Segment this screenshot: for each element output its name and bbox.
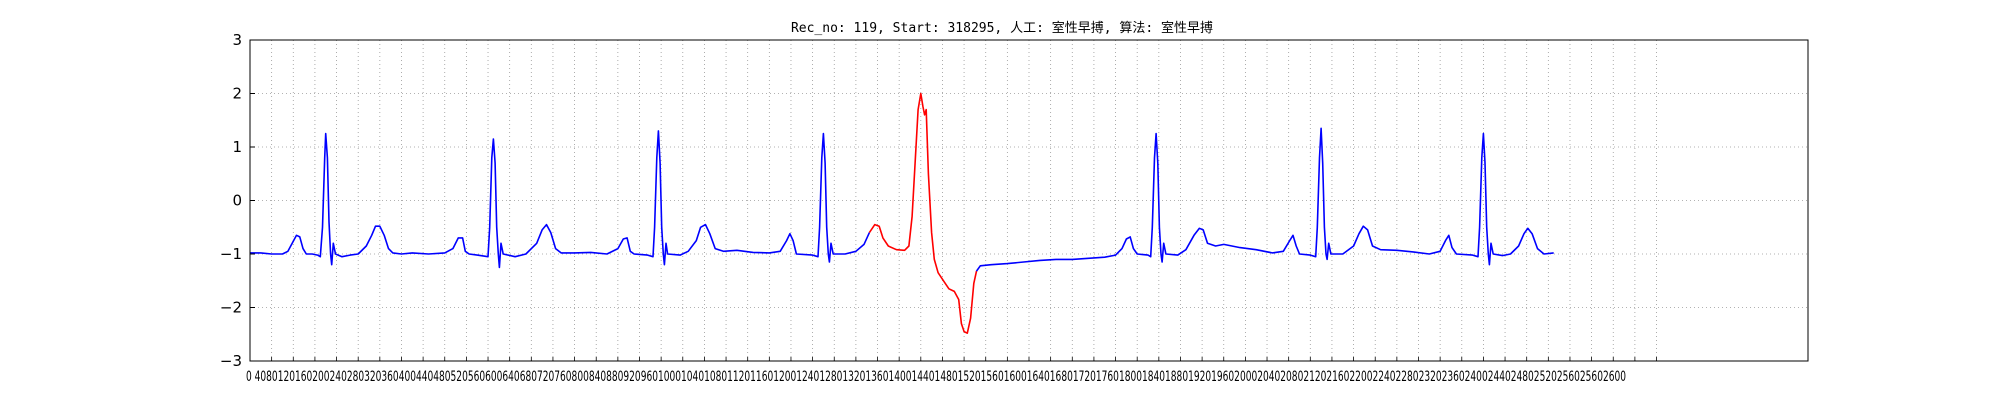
series-line-2 xyxy=(975,127,1554,272)
grid-lines xyxy=(249,39,1808,362)
series-line-1 xyxy=(868,92,978,334)
y-tick-label: −1 xyxy=(220,245,242,263)
chart-title: Rec_no: 119, Start: 318295, 人工: 室性早搏, 算法… xyxy=(791,20,1213,36)
y-tick-label: 2 xyxy=(232,85,242,103)
x-tick-labels: 0 40801201602002402803203604004404805205… xyxy=(246,369,1626,385)
series-group xyxy=(250,92,1554,334)
x-axis: 0 40801201602002402803203604004404805205… xyxy=(246,369,1626,385)
y-tick-label: 1 xyxy=(232,138,242,156)
y-tick-label: 3 xyxy=(232,31,242,49)
y-axis: 3 2 1 0 −1 −2 −3 xyxy=(220,31,255,370)
y-tick-label: −2 xyxy=(220,299,242,317)
y-tick-label: 0 xyxy=(232,192,242,210)
y-tick-label: −3 xyxy=(220,352,242,370)
series-line-0 xyxy=(250,130,871,269)
